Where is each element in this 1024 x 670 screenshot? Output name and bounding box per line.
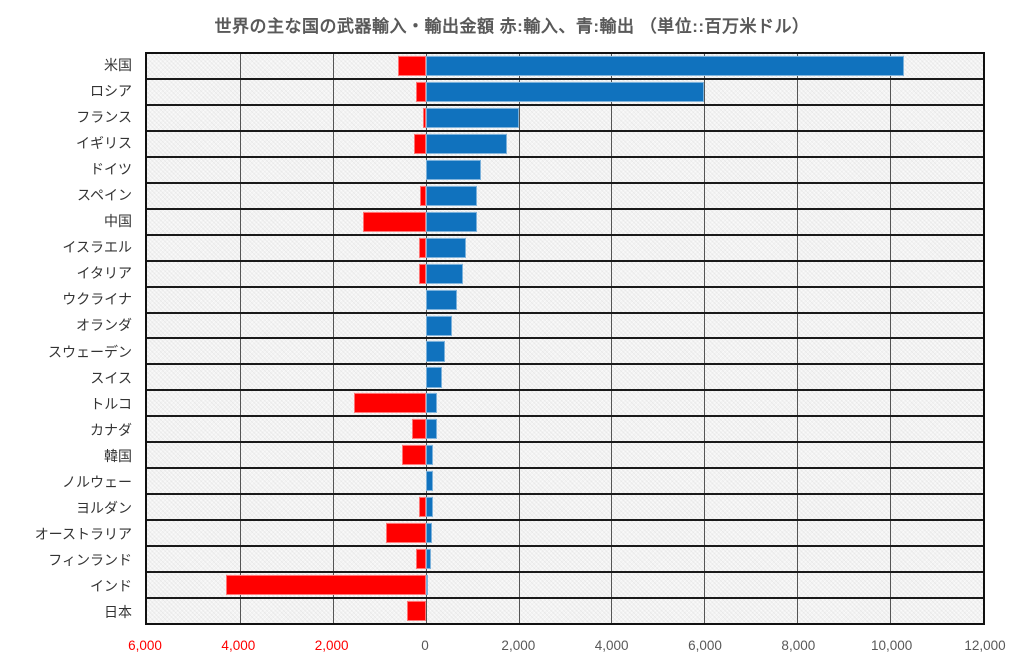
- category-label: イタリア: [76, 265, 132, 282]
- x-axis: 6,000 4,000 2,000 0 2,000 4,000 6,000 8,000 10,0…: [128, 638, 1006, 658]
- import-bar: [386, 523, 426, 544]
- bar-row: [147, 599, 983, 623]
- category-label: オーストラリア: [34, 525, 132, 542]
- bar-row: [147, 80, 983, 106]
- bar-row: [147, 54, 983, 80]
- export-bar: [425, 471, 433, 492]
- import-bar: [419, 185, 426, 206]
- bar-row: [147, 158, 983, 184]
- category-label: フィンランド: [48, 551, 132, 568]
- bar-row: [147, 184, 983, 210]
- export-bar: [425, 237, 467, 258]
- category-label: イスラエル: [62, 239, 132, 256]
- export-bar: [425, 549, 431, 570]
- import-bar: [397, 55, 426, 77]
- export-bar: [425, 263, 463, 284]
- category-label: 中国: [104, 213, 132, 230]
- export-bar: [425, 393, 438, 414]
- plot-area: [145, 52, 985, 625]
- x-tick-label: 10,000: [871, 638, 913, 653]
- bar-row: [147, 365, 983, 392]
- category-label: イギリス: [76, 135, 132, 152]
- category-label: フランス: [76, 109, 132, 126]
- category-label: スウェーデン: [48, 343, 132, 360]
- category-label: カナダ: [90, 421, 132, 438]
- export-bar: [425, 315, 452, 336]
- x-tick-label: 12,000: [964, 638, 1006, 653]
- export-bar: [425, 289, 457, 310]
- bar-row: [147, 391, 983, 418]
- export-bar: [425, 523, 432, 544]
- bar-row: [147, 236, 983, 262]
- export-bar: [425, 55, 905, 77]
- bar-row: [147, 339, 983, 366]
- export-bar: [425, 133, 507, 154]
- export-bar: [425, 185, 477, 206]
- import-bar: [422, 107, 426, 128]
- category-label: ロシア: [90, 83, 132, 100]
- x-tick-label: 4,000: [221, 638, 256, 653]
- import-bar: [362, 211, 426, 232]
- bar-row: [147, 262, 983, 288]
- bar-row: [147, 547, 983, 574]
- export-bar: [425, 341, 445, 362]
- bar-row: [147, 417, 983, 444]
- category-label: ウクライナ: [62, 291, 132, 308]
- x-tick-label: 6,000: [688, 638, 722, 653]
- bar-row: [147, 443, 983, 470]
- x-tick-label: 6,000: [128, 638, 162, 653]
- x-tick-label: 2,000: [501, 638, 536, 653]
- export-bar: [425, 107, 519, 128]
- bar-row: [147, 495, 983, 522]
- import-bar: [414, 133, 426, 154]
- export-bar: [425, 367, 443, 388]
- export-bar: [425, 159, 482, 180]
- category-label: スペイン: [76, 187, 132, 204]
- export-bar: [425, 211, 477, 232]
- import-bar: [416, 549, 426, 570]
- category-label: ノルウェー: [62, 473, 132, 490]
- category-label: スイス: [90, 369, 132, 386]
- import-bar: [401, 445, 426, 466]
- import-bar: [418, 497, 426, 518]
- category-label: オランダ: [76, 317, 132, 334]
- bar-row: [147, 573, 983, 600]
- category-label: インド: [90, 577, 132, 594]
- bar-row: [147, 106, 983, 132]
- import-bar: [418, 263, 426, 284]
- bar-row: [147, 210, 983, 236]
- export-bar: [425, 445, 434, 466]
- export-bar: [425, 497, 433, 518]
- category-label: ヨルダン: [76, 499, 132, 516]
- bar-row: [147, 288, 983, 314]
- category-label: トルコ: [90, 395, 132, 412]
- import-bar: [407, 600, 426, 622]
- x-tick-label: 8,000: [781, 638, 816, 653]
- import-bar: [416, 81, 426, 102]
- category-label: 日本: [104, 604, 132, 620]
- import-bar: [353, 393, 426, 414]
- import-bar: [418, 237, 426, 258]
- import-bar: [225, 574, 426, 596]
- x-tick-label: 0: [421, 638, 429, 653]
- chart-title: 世界の主な国の武器輸入・輸出金額 赤:輸入、青:輸出 （単位::百万米ドル）: [214, 17, 810, 36]
- bar-row: [147, 314, 983, 340]
- bar-row: [147, 521, 983, 548]
- bar-row: [147, 469, 983, 496]
- category-label: 韓国: [104, 447, 132, 464]
- category-label: ドイツ: [90, 161, 132, 178]
- category-label: 米国: [104, 57, 132, 74]
- bar-row: [147, 132, 983, 158]
- export-bar: [425, 574, 429, 596]
- import-bar: [411, 419, 426, 440]
- export-bar: [425, 81, 705, 102]
- x-tick-label: 2,000: [314, 638, 349, 653]
- x-tick-label: 4,000: [594, 638, 629, 653]
- y-axis-labels: 米国ロシアフランスイギリスドイツスペイン中国イスラエルイタリアウクライナオランダ…: [0, 52, 139, 625]
- export-bar: [425, 419, 438, 440]
